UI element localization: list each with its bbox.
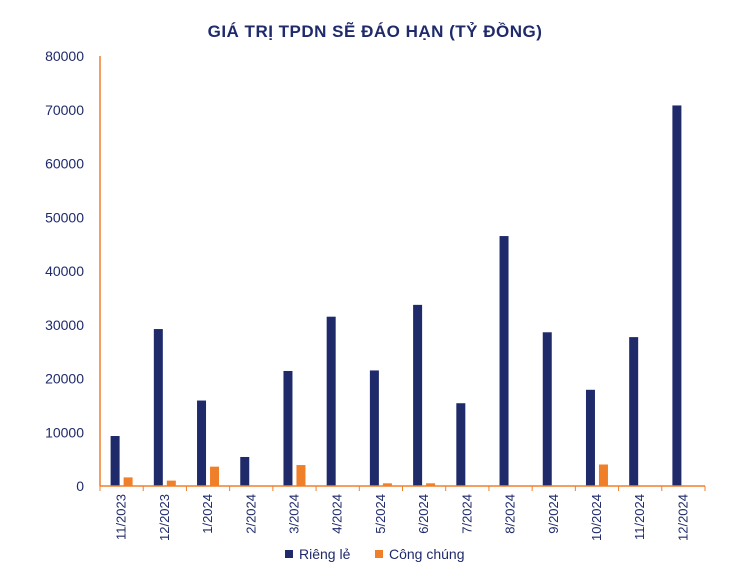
x-tick-label: 1/2024 (200, 494, 215, 534)
y-tick-label: 40000 (45, 263, 84, 279)
y-tick-label: 20000 (45, 371, 84, 387)
y-tick-label: 10000 (45, 424, 84, 440)
y-tick-label: 70000 (45, 102, 84, 118)
y-tick-label: 0 (76, 478, 84, 494)
x-tick-label: 11/2024 (632, 494, 647, 540)
bar-rieng-le (499, 236, 509, 486)
bar-rieng-le (585, 389, 595, 486)
bar-cong-chung (166, 480, 176, 486)
x-tick-label: 3/2024 (286, 494, 301, 534)
bar-rieng-le (413, 304, 423, 486)
legend-label-rieng-le: Riêng lẻ (299, 546, 351, 562)
x-tick-label: 12/2024 (675, 494, 690, 541)
x-tick-label: 9/2024 (546, 494, 561, 534)
y-tick-label: 50000 (45, 209, 84, 225)
bar-cong-chung (296, 465, 306, 486)
legend: Riêng lẻ Công chúng (285, 546, 465, 562)
legend-swatch-rieng-le (285, 550, 293, 558)
x-tick-label: 7/2024 (459, 494, 474, 534)
bar-rieng-le (629, 337, 639, 486)
x-tick-label: 6/2024 (416, 494, 431, 534)
y-tick-label: 60000 (45, 156, 84, 172)
legend-swatch-cong-chung (375, 550, 383, 558)
bar-rieng-le (197, 400, 207, 486)
bar-rieng-le (326, 316, 336, 486)
bar-cong-chung (382, 483, 392, 486)
x-tick-label: 12/2023 (157, 494, 172, 541)
legend-label-cong-chung: Công chúng (389, 546, 465, 562)
y-axis: 0 10000 20000 30000 40000 50000 60000 70000 8000… (45, 48, 101, 494)
x-tick-label: 11/2023 (114, 494, 129, 540)
x-tick-label: 5/2024 (373, 494, 388, 534)
bars (110, 105, 682, 486)
bar-rieng-le (110, 436, 120, 486)
x-tick-label: 10/2024 (589, 494, 604, 541)
bar-rieng-le (283, 370, 293, 486)
bar-rieng-le (369, 370, 379, 486)
x-tick-label: 4/2024 (330, 494, 345, 534)
bar-rieng-le (153, 329, 163, 486)
bar-rieng-le (240, 456, 250, 486)
chart-title: GIÁ TRỊ TPDN SẼ ĐÁO HẠN (TỶ ĐỒNG) (208, 21, 543, 41)
bar-cong-chung (598, 464, 608, 486)
x-tick-label: 8/2024 (503, 494, 518, 534)
bar-rieng-le (542, 332, 552, 486)
bar-rieng-le (672, 105, 682, 486)
bar-rieng-le (456, 403, 466, 486)
y-tick-label: 80000 (45, 48, 84, 64)
bar-cong-chung (123, 477, 133, 486)
bar-cong-chung (426, 483, 436, 486)
x-tick-label: 2/2024 (243, 494, 258, 534)
bar-cong-chung (210, 466, 220, 486)
x-axis: 11/2023 12/2023 1/2024 2/2024 3/2024 4/2024 5/… (99, 485, 706, 541)
y-tick-label: 30000 (45, 317, 84, 333)
